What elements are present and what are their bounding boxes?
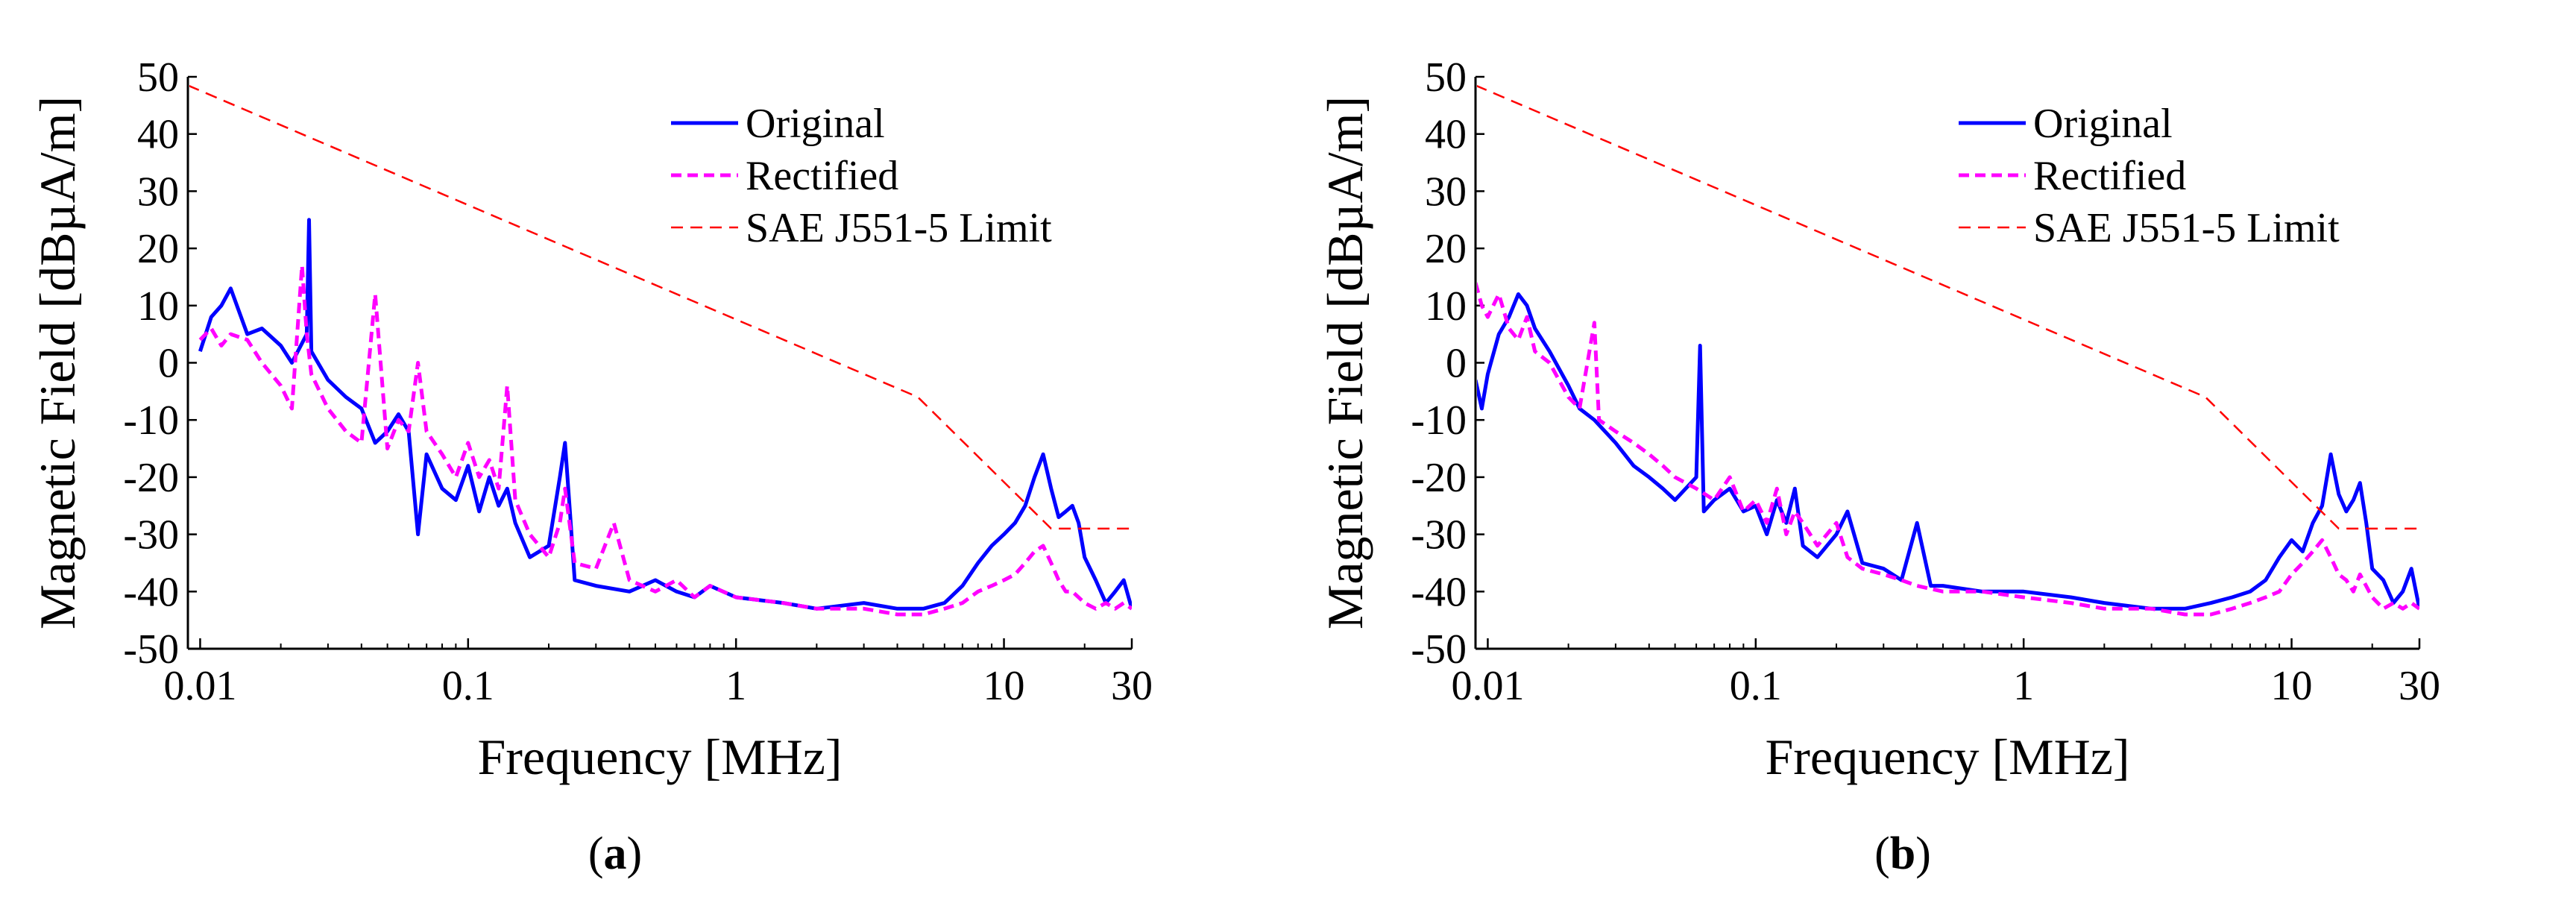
chart-b-y-tick-label: -40 (1411, 569, 1467, 615)
chart-b-y-tick-label: 30 (1425, 169, 1467, 215)
chart-panel-a: -50 -40 -30 -20 -10 0 10 20 30 40 50 0.01 0.1 1 10 30 Fr… (29, 54, 1153, 881)
chart-a-series-rectified (198, 263, 1132, 617)
caption-a-close: ) (626, 828, 643, 879)
chart-a-y-tick-label: -10 (123, 397, 179, 444)
chart-a-y-tick-label: 20 (137, 226, 179, 272)
chart-b-y-tick-label: -50 (1411, 626, 1467, 673)
chart-panel-b: -50 -40 -30 -20 -10 0 10 20 30 40 50 0.01 0.1 1 10 30 Fr… (1288, 0, 2575, 906)
chart-a-y-tick-label: -50 (123, 626, 179, 673)
chart-a-y-tick-label: -30 (123, 512, 179, 559)
chart-a-x-tick-label: 30 (1111, 663, 1153, 709)
chart-b-x-tick-label: 10 (2271, 663, 2313, 709)
chart-b-y-tick-label: 10 (1425, 283, 1467, 330)
chart-a-y-tick-label: 40 (137, 112, 179, 158)
chart-b-y-tick-label: 40 (1425, 112, 1467, 158)
caption-a-open: ( (588, 828, 604, 879)
chart-a-x-tick-label: 10 (983, 663, 1025, 709)
chart-a-legend-label: Rectified (746, 153, 898, 199)
chart-b-series-original (1477, 292, 2419, 611)
caption-b-letter: b (1889, 828, 1916, 879)
caption-a: (a) (541, 828, 690, 881)
chart-svg-a: -50 -40 -30 -20 -10 0 10 20 30 40 50 0.01 0.1 1 10 30 Fr… (29, 54, 1153, 785)
caption-b-open: ( (1874, 828, 1890, 879)
chart-svg-b: -50 -40 -30 -20 -10 0 10 20 30 40 50 0.01 0.1 1 10 30 Fr… (1317, 54, 2440, 785)
chart-b-y-axis-label: Magnetic Field [dBµA/m] (1317, 96, 1373, 629)
chart-b-y-tick-label: -30 (1411, 512, 1467, 559)
chart-b-series-rectified (1477, 282, 2419, 617)
chart-a-y-axis-label: Magnetic Field [dBµA/m] (29, 96, 86, 629)
chart-a-y-tick-label: 30 (137, 169, 179, 215)
chart-b-legend-label: SAE J551-5 Limit (2033, 205, 2340, 251)
chart-b-y-tick-label: 0 (1446, 341, 1467, 387)
chart-b-x-tick-label: 0.1 (1730, 663, 1782, 709)
chart-a-x-tick-label: 0.01 (163, 663, 236, 709)
chart-a-y-tick-label: 0 (158, 341, 179, 387)
chart-a-y-tick-label: -20 (123, 455, 179, 501)
chart-b-series-sae-j551-5-limit (1477, 84, 2419, 530)
chart-b-x-tick-label: 30 (2399, 663, 2440, 709)
chart-b-legend-label: Original (2033, 101, 2173, 147)
chart-b-y-tick-label: -20 (1411, 455, 1467, 501)
chart-b-legend-label: Rectified (2033, 153, 2186, 199)
caption-b: (b) (1828, 828, 1977, 881)
chart-a-legend-label: SAE J551-5 Limit (746, 205, 1052, 251)
chart-a-y-tick-label: -40 (123, 569, 179, 615)
chart-a-x-tick-label: 0.1 (442, 663, 494, 709)
chart-b-x-axis-label: Frequency [MHz] (1765, 729, 2129, 785)
chart-a-y-tick-label: 10 (137, 283, 179, 330)
chart-a-series-sae-j551-5-limit (189, 84, 1132, 530)
chart-b-y-tick-label: 50 (1425, 54, 1467, 101)
chart-b-y-tick-label: 20 (1425, 226, 1467, 272)
chart-a-y-tick-label: 50 (137, 54, 179, 101)
chart-a-legend-label: Original (746, 101, 885, 147)
chart-a-x-axis-label: Frequency [MHz] (477, 729, 842, 785)
chart-a-series-original (198, 218, 1132, 611)
caption-b-close: ) (1915, 828, 1931, 879)
chart-b-x-tick-label: 0.01 (1451, 663, 1524, 709)
chart-b-y-tick-label: -10 (1411, 397, 1467, 444)
chart-b-x-tick-label: 1 (2013, 663, 2034, 709)
caption-a-letter: a (603, 828, 627, 879)
chart-a-x-tick-label: 1 (725, 663, 746, 709)
